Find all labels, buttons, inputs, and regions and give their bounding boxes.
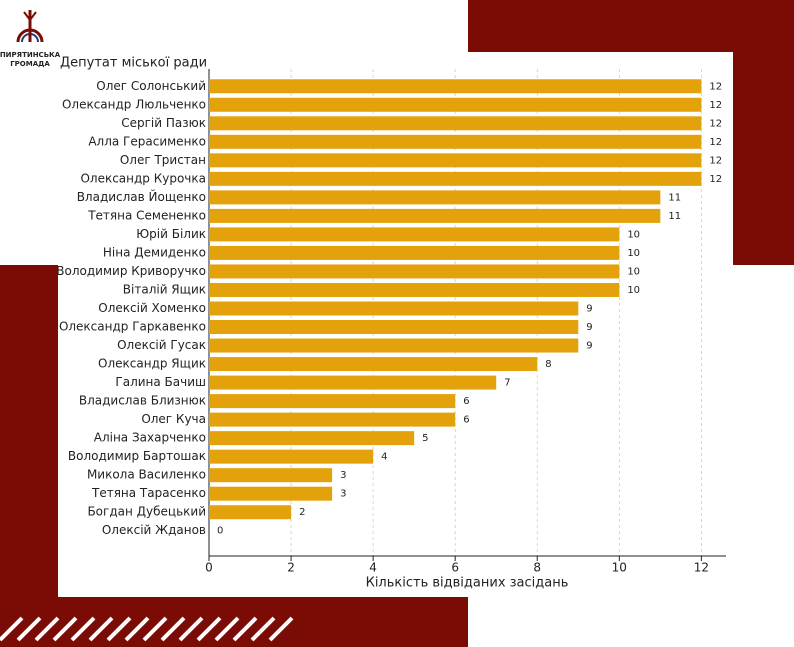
y-tick-label: Алла Герасименко: [88, 134, 206, 148]
bar: [209, 227, 620, 242]
bar: [209, 245, 620, 260]
bar: [209, 320, 579, 335]
value-label: 12: [709, 174, 722, 185]
y-tick-label: Владислав Близнюк: [79, 394, 206, 408]
plot: 0 2 4 6 8 10 12 Олег Солонський 12 Олександр Люль…: [56, 69, 726, 575]
x-tick-label: 10: [612, 561, 627, 575]
y-tick-label: Владислав Йощенко: [77, 189, 206, 204]
y-tick-label: Олексій Жданов: [102, 523, 206, 537]
value-label: 10: [627, 266, 640, 277]
logo-text: ГРОМАДА: [10, 60, 50, 68]
value-label: 9: [586, 341, 592, 352]
y-tick-label: Микола Василенко: [87, 468, 206, 482]
value-label: 4: [381, 452, 387, 463]
red-block-left: [0, 265, 58, 647]
bar: [209, 394, 456, 409]
value-label: 2: [299, 507, 305, 518]
bar: [209, 282, 620, 297]
value-label: 12: [709, 100, 722, 111]
x-tick-label: 0: [205, 561, 213, 575]
y-tick-label: Тетяна Тарасенко: [91, 486, 206, 500]
bar: [209, 449, 374, 464]
value-label: 12: [709, 81, 722, 92]
value-label: 8: [545, 359, 551, 370]
value-label: 12: [709, 155, 722, 166]
bar: [209, 468, 333, 483]
y-tick-label: Аліна Захарченко: [94, 431, 206, 445]
bar: [209, 486, 333, 501]
y-tick-label: Олексій Хоменко: [98, 301, 206, 315]
value-label: 0: [217, 526, 223, 537]
value-label: 5: [422, 433, 428, 444]
y-tick-label: Олег Солонський: [96, 79, 206, 93]
y-tick-label: Юрій Білик: [136, 227, 206, 241]
logo-icon: [16, 10, 44, 43]
bar: [209, 79, 702, 94]
bar: [209, 97, 702, 112]
value-label: 11: [668, 211, 681, 222]
bar: [209, 116, 702, 131]
x-tick-label: 4: [369, 561, 377, 575]
logo-text: ПИРЯТИНСЬКА: [0, 51, 61, 59]
x-tick-label: 2: [287, 561, 295, 575]
bar: [209, 375, 497, 390]
value-label: 7: [504, 378, 510, 389]
value-label: 12: [709, 137, 722, 148]
bar: [209, 338, 579, 353]
y-tick-label: Олександр Ящик: [98, 357, 206, 371]
y-tick-label: Володимир Бартошак: [68, 449, 206, 463]
y-axis-label: Депутат міської ради: [60, 56, 207, 71]
value-label: 10: [627, 285, 640, 296]
bar: [209, 431, 415, 446]
bar: [209, 357, 538, 372]
bar: [209, 171, 702, 186]
y-tick-label: Тетяна Семененко: [87, 208, 206, 222]
y-tick-label: Володимир Криворучко: [56, 264, 206, 278]
y-tick-label: Олег Куча: [141, 412, 206, 426]
y-tick-label: Богдан Дубецький: [87, 505, 206, 519]
y-tick-label: Олександр Гаркавенко: [59, 320, 206, 334]
y-tick-label: Сергій Пазюк: [121, 116, 206, 130]
value-label: 10: [627, 248, 640, 259]
y-tick-label: Олег Тристан: [120, 153, 206, 167]
y-tick-label: Віталій Ящик: [123, 282, 206, 296]
value-label: 6: [463, 415, 469, 426]
x-tick-label: 12: [694, 561, 709, 575]
bar: [209, 264, 620, 279]
x-tick-label: 8: [533, 561, 541, 575]
bar: [209, 190, 661, 205]
value-label: 9: [586, 304, 592, 315]
value-label: 9: [586, 322, 592, 333]
bar: [209, 301, 579, 316]
bar: [209, 412, 456, 427]
bar: [209, 134, 702, 149]
x-tick-label: 6: [451, 561, 459, 575]
y-tick-label: Ніна Демиденко: [103, 245, 206, 259]
value-label: 3: [340, 489, 346, 500]
y-tick-label: Олександр Люльченко: [62, 97, 206, 111]
bar: [209, 153, 702, 168]
x-axis-label: Кількість відвіданих засідань: [366, 576, 569, 591]
bar: [209, 505, 292, 520]
bar: [209, 208, 661, 223]
stripes: [0, 616, 294, 642]
y-tick-label: Олексій Гусак: [117, 338, 206, 352]
value-label: 10: [627, 229, 640, 240]
value-label: 3: [340, 470, 346, 481]
value-label: 6: [463, 396, 469, 407]
y-tick-label: Олександр Курочка: [80, 171, 206, 185]
value-label: 12: [709, 118, 722, 129]
value-label: 11: [668, 192, 681, 203]
y-tick-label: Галина Бачиш: [115, 375, 206, 389]
